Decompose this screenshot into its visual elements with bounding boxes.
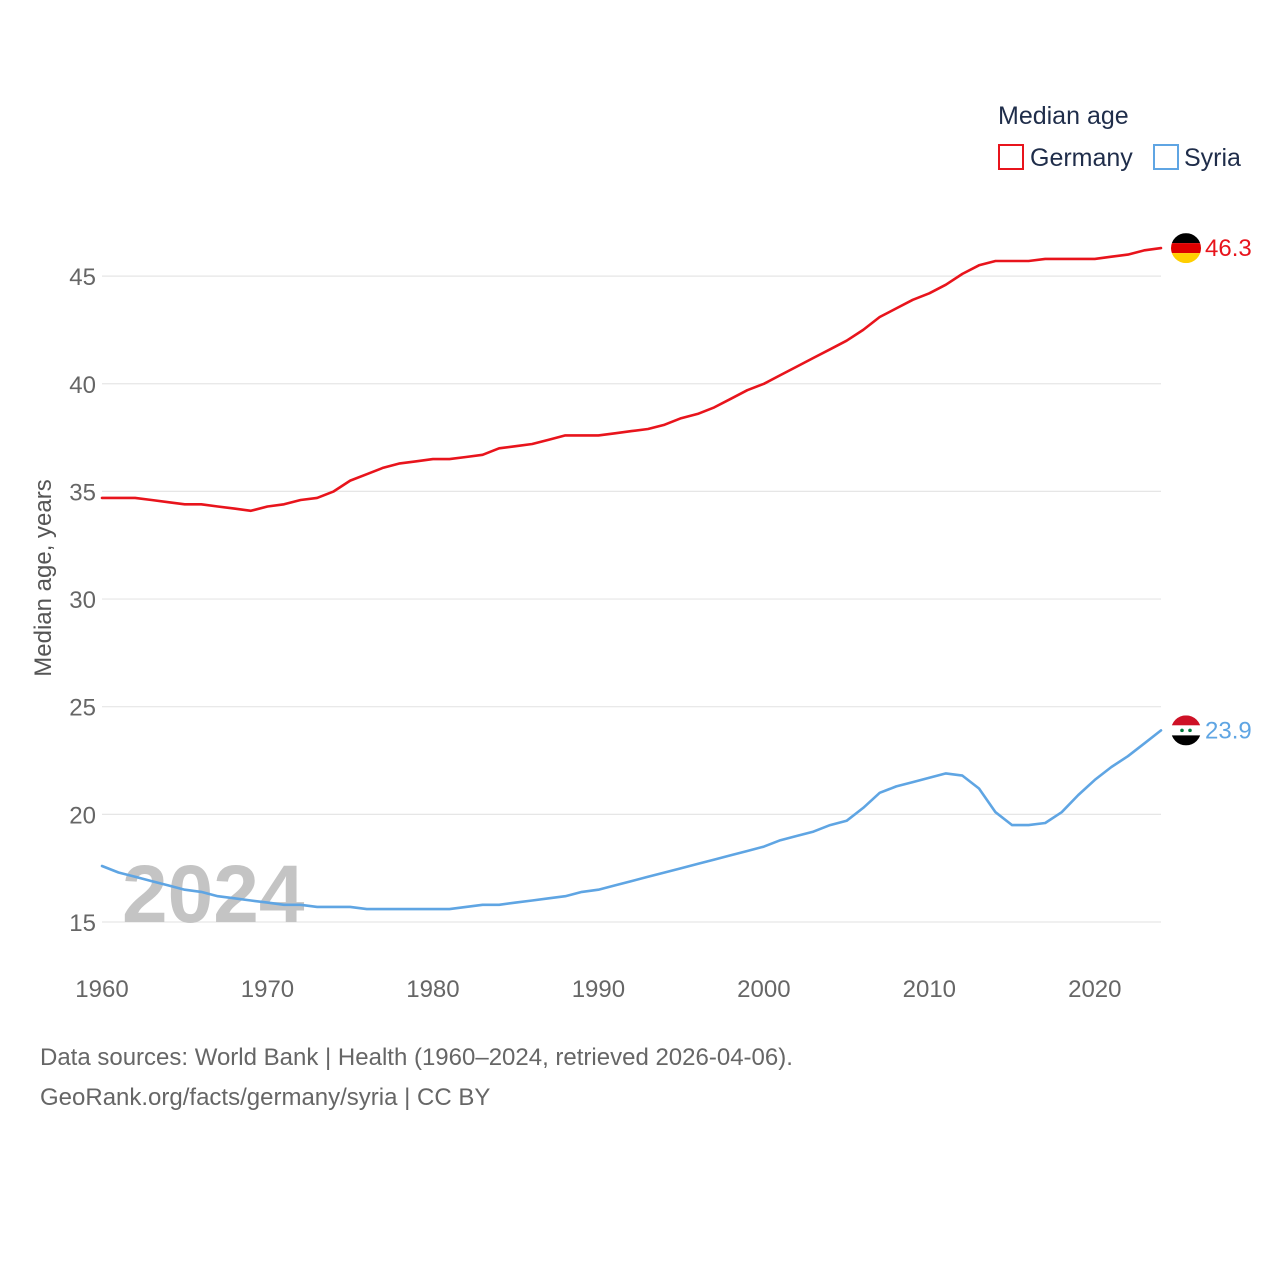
x-tick-label: 2000 — [737, 976, 790, 1003]
end-value-label-germany: 46.3 — [1205, 235, 1252, 262]
legend-item-syria[interactable]: Syria — [1153, 144, 1241, 172]
x-tick-label: 1990 — [572, 976, 625, 1003]
x-tick-label: 2020 — [1068, 976, 1121, 1003]
y-tick-label: 45 — [69, 264, 96, 291]
legend-label-germany: Germany — [1030, 144, 1133, 172]
x-tick-label: 1960 — [75, 976, 128, 1003]
x-tick-label: 1970 — [241, 976, 294, 1003]
x-tick-label: 2010 — [903, 976, 956, 1003]
y-tick-label: 30 — [69, 587, 96, 614]
gridlines — [102, 275, 1161, 923]
y-axis-title: Median age, years — [30, 479, 57, 676]
series-end-markers: 46.3 23.9 — [1171, 233, 1252, 746]
x-tick-label: 1980 — [406, 976, 459, 1003]
legend-swatch-germany — [998, 144, 1024, 170]
series-line-germany[interactable] — [100, 246, 1163, 513]
y-axis-ticks: 15 20 25 30 35 40 45 — [69, 264, 96, 937]
x-axis-ticks: 1960 1970 1980 1990 2000 2010 2020 — [75, 976, 1121, 1003]
footer-attribution: GeoRank.org/facts/germany/syria | CC BY — [40, 1084, 491, 1111]
end-value-label-syria: 23.9 — [1205, 717, 1252, 744]
footer-sources: Data sources: World Bank | Health (1960–… — [40, 1044, 793, 1071]
legend-item-germany[interactable]: Germany — [998, 144, 1133, 172]
series-lines — [100, 246, 1163, 911]
y-tick-label: 35 — [69, 479, 96, 506]
series-line-syria[interactable] — [100, 729, 1163, 911]
y-tick-label: 20 — [69, 802, 96, 829]
syria-flag-icon — [1171, 715, 1201, 746]
y-tick-label: 40 — [69, 372, 96, 399]
legend-label-syria: Syria — [1184, 144, 1241, 172]
legend: Median age Germany Syria — [998, 102, 1241, 172]
legend-swatch-syria — [1153, 144, 1179, 170]
y-tick-label: 15 — [69, 910, 96, 937]
y-tick-label: 25 — [69, 695, 96, 722]
legend-title: Median age — [998, 102, 1129, 130]
germany-flag-icon — [1171, 233, 1201, 264]
